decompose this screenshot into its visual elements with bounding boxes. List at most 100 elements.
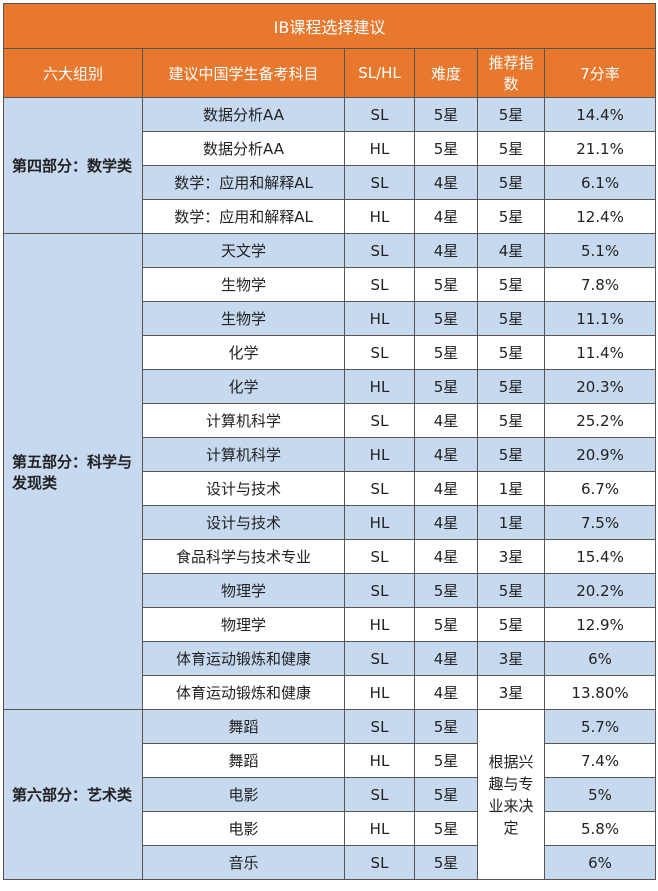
difficulty-cell: 5星: [414, 97, 478, 132]
difficulty-cell: 4星: [414, 505, 478, 540]
subject-cell: 计算机科学: [142, 403, 345, 438]
recommend-cell: 1星: [477, 471, 545, 506]
difficulty-cell: 5星: [414, 845, 478, 880]
table-row: 化学 HL 5星 5星 20.3%: [4, 369, 657, 404]
table-row: 第四部分：数学类 数据分析AA SL 5星 5星 14.4%: [3, 97, 657, 234]
table-row: 食品科学与技术专业 SL 4星 3星 15.4%: [4, 539, 657, 574]
difficulty-cell: 5星: [414, 573, 478, 608]
rate-cell: 20.3%: [543, 369, 657, 404]
rate-cell: 14.4%: [543, 97, 657, 132]
difficulty-cell: 4星: [414, 165, 478, 200]
level-cell: HL: [344, 743, 415, 778]
subject-cell: 数据分析AA: [142, 131, 345, 166]
difficulty-cell: 5星: [414, 301, 478, 336]
table-row: 设计与技术 HL 4星 1星 7.5%: [4, 505, 657, 540]
difficulty-cell: 5星: [414, 607, 478, 642]
difficulty-cell: 4星: [414, 199, 478, 234]
recommend-cell: 3星: [477, 675, 545, 710]
level-cell: SL: [344, 777, 415, 812]
table-row: 电影 HL 5星 5.8%: [4, 811, 657, 846]
subject-cell: 化学: [142, 335, 345, 370]
difficulty-cell: 4星: [414, 403, 478, 438]
level-cell: HL: [344, 199, 415, 234]
rate-cell: 13.80%: [543, 675, 657, 710]
rate-cell: 7.4%: [543, 743, 657, 778]
difficulty-cell: 4星: [414, 539, 478, 574]
recommend-cell: 5星: [477, 369, 545, 404]
subject-cell: 设计与技术: [142, 505, 345, 540]
subject-cell: 电影: [142, 811, 345, 846]
table-row: 设计与技术 SL 4星 1星 6.7%: [4, 471, 657, 506]
header-cell: 推荐指数: [477, 48, 545, 98]
level-cell: HL: [344, 675, 415, 710]
subject-cell: 体育运动锻炼和健康: [142, 675, 345, 710]
subject-cell: 生物学: [142, 267, 345, 302]
subject-cell: 数学：应用和解释AL: [142, 165, 345, 200]
difficulty-cell: 5星: [414, 777, 478, 812]
table-row: 数学：应用和解释AL HL 4星 5星 12.4%: [4, 199, 657, 234]
subject-cell: 数据分析AA: [142, 97, 345, 132]
rate-cell: 12.4%: [543, 199, 657, 234]
rate-cell: 7.8%: [543, 267, 657, 302]
table-row: 体育运动锻炼和健康 HL 4星 3星 13.80%: [4, 675, 657, 710]
level-cell: SL: [344, 233, 415, 268]
subject-cell: 物理学: [142, 573, 345, 608]
level-cell: SL: [344, 335, 415, 370]
level-cell: SL: [344, 641, 415, 676]
recommend-cell: 5星: [477, 573, 545, 608]
table-row: 电影 SL 5星 5%: [4, 777, 657, 812]
recommend-cell: 5星: [477, 267, 545, 302]
subject-cell: 音乐: [142, 845, 345, 880]
rate-cell: 6%: [543, 641, 657, 676]
rate-cell: 12.9%: [543, 607, 657, 642]
level-cell: SL: [344, 267, 415, 302]
difficulty-cell: 4星: [414, 233, 478, 268]
table-title: IB课程选择建议: [2, 3, 657, 49]
subject-cell: 舞蹈: [142, 709, 345, 744]
difficulty-cell: 5星: [414, 335, 478, 370]
table-row: 音乐 SL 5星 6%: [4, 845, 657, 880]
recommend-cell: 5星: [477, 437, 545, 472]
difficulty-cell: 4星: [414, 437, 478, 472]
difficulty-cell: 5星: [414, 709, 478, 744]
rate-cell: 5%: [543, 777, 657, 812]
level-cell: HL: [344, 505, 415, 540]
table-row: 计算机科学 SL 4星 5星 25.2%: [4, 403, 657, 438]
group-cell: 第四部分：数学类: [3, 97, 143, 234]
course-table: IB课程选择建议 六大组别 建议中国学生备考科目 SL/HL 难度 推荐指数 7分率 第四…: [2, 3, 657, 880]
subject-cell: 化学: [142, 369, 345, 404]
rate-cell: 15.4%: [543, 539, 657, 574]
difficulty-cell: 5星: [414, 131, 478, 166]
subject-cell: 电影: [142, 777, 345, 812]
level-cell: SL: [344, 165, 415, 200]
subject-cell: 体育运动锻炼和健康: [142, 641, 345, 676]
rate-cell: 5.8%: [543, 811, 657, 846]
subject-cell: 设计与技术: [142, 471, 345, 506]
rate-cell: 5.7%: [543, 709, 657, 744]
subject-cell: 生物学: [142, 301, 345, 336]
recommend-cell: 1星: [477, 505, 545, 540]
level-cell: HL: [344, 437, 415, 472]
header-cell: 难度: [414, 48, 478, 98]
rate-cell: 7.5%: [543, 505, 657, 540]
table-row: 生物学 HL 5星 5星 11.1%: [4, 301, 657, 336]
level-cell: SL: [344, 845, 415, 880]
recommend-cell: 5星: [477, 199, 545, 234]
table-body: 第四部分：数学类 数据分析AA SL 5星 5星 14.4% 数据分析AA HL 5星 5星 21.…: [3, 97, 657, 880]
difficulty-cell: 4星: [414, 471, 478, 506]
level-cell: SL: [344, 97, 415, 132]
table-row: 第五部分：科学与发现类 天文学 SL 4星 4星 5.1%: [3, 233, 657, 710]
rate-cell: 20.9%: [543, 437, 657, 472]
recommend-cell: 4星: [477, 233, 545, 268]
rate-cell: 25.2%: [543, 403, 657, 438]
level-cell: SL: [344, 539, 415, 574]
recommend-cell: 5星: [477, 97, 545, 132]
group-cell: 第五部分：科学与发现类: [3, 233, 143, 710]
recommend-cell: 5星: [477, 301, 545, 336]
recommend-cell: 5星: [477, 607, 545, 642]
difficulty-cell: 5星: [414, 267, 478, 302]
recommend-cell: 3星: [477, 641, 545, 676]
level-cell: SL: [344, 471, 415, 506]
rate-cell: 6.1%: [543, 165, 657, 200]
level-cell: SL: [344, 709, 415, 744]
